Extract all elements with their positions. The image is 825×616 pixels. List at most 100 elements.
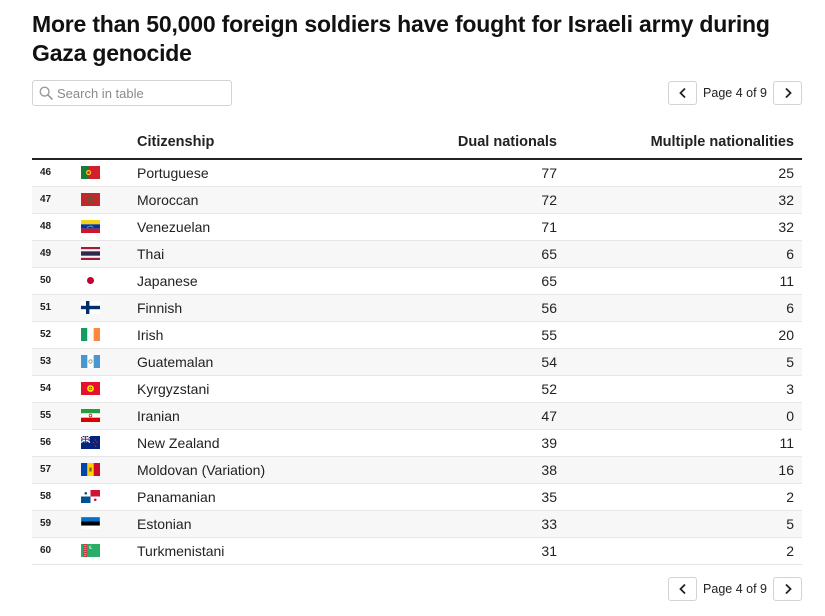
row-rank: 48 <box>32 213 80 241</box>
table-row: 59 Estonian 33 5 <box>32 510 802 538</box>
row-citizenship: Panamanian <box>137 483 337 511</box>
row-dual-nationals: 33 <box>337 510 565 538</box>
table-row: 48 Venezuelan 71 32 <box>32 213 802 241</box>
column-header-dual-nationals[interactable]: Dual nationals <box>337 125 565 160</box>
row-citizenship: Finnish <box>137 294 337 322</box>
row-citizenship: Guatemalan <box>137 348 337 376</box>
table-row: 56 New Zealand 39 11 <box>32 429 802 457</box>
row-dual-nationals: 65 <box>337 240 565 268</box>
next-page-button[interactable] <box>773 81 802 105</box>
table-row: 52 Irish 55 20 <box>32 321 802 349</box>
row-rank: 53 <box>32 348 80 376</box>
table-row: 46 Portuguese 77 25 <box>32 159 802 187</box>
thailand-flag-icon <box>81 247 100 260</box>
next-page-button[interactable] <box>773 577 802 601</box>
row-citizenship: Moroccan <box>137 186 337 214</box>
row-rank: 50 <box>32 267 80 295</box>
row-dual-nationals: 72 <box>337 186 565 214</box>
kyrgyzstan-flag-icon <box>81 382 100 395</box>
row-flag-cell <box>80 510 137 538</box>
row-rank: 51 <box>32 294 80 322</box>
row-dual-nationals: 47 <box>337 402 565 430</box>
row-multiple-nationalities: 25 <box>565 159 802 187</box>
venezuela-flag-icon <box>81 220 100 233</box>
previous-page-button[interactable] <box>668 81 698 105</box>
portugal-flag-icon <box>81 166 100 180</box>
row-citizenship: Moldovan (Variation) <box>137 456 337 484</box>
japan-flag-icon <box>81 274 100 287</box>
table-row: 58 Panamanian 35 2 <box>32 483 802 511</box>
turkmenistan-flag-icon <box>81 544 100 557</box>
row-rank: 54 <box>32 375 80 403</box>
row-rank: 49 <box>32 240 80 268</box>
data-table: Citizenship Dual nationals Multiple nati… <box>32 125 802 565</box>
row-multiple-nationalities: 20 <box>565 321 802 349</box>
chevron-right-icon <box>784 583 792 595</box>
row-multiple-nationalities: 5 <box>565 348 802 376</box>
row-citizenship: Venezuelan <box>137 213 337 241</box>
row-flag-cell <box>80 294 137 322</box>
row-multiple-nationalities: 16 <box>565 456 802 484</box>
row-citizenship: Iranian <box>137 402 337 430</box>
row-rank: 58 <box>32 483 80 511</box>
table-row: 50 Japanese 65 11 <box>32 267 802 295</box>
finland-flag-icon <box>81 301 100 314</box>
row-citizenship: Estonian <box>137 510 337 538</box>
row-multiple-nationalities: 32 <box>565 213 802 241</box>
table-row: 55 Iranian 47 0 <box>32 402 802 430</box>
row-citizenship: Irish <box>137 321 337 349</box>
row-citizenship: Turkmenistani <box>137 537 337 565</box>
iran-flag-icon <box>81 409 100 422</box>
column-header-citizenship[interactable]: Citizenship <box>137 125 337 160</box>
pagination-top: Page 4 of 9 <box>668 81 802 105</box>
row-flag-cell <box>80 402 137 430</box>
table-row: 60 Turkmenistani 31 2 <box>32 537 802 565</box>
chevron-left-icon <box>678 583 686 595</box>
row-rank: 52 <box>32 321 80 349</box>
row-multiple-nationalities: 3 <box>565 375 802 403</box>
table-row: 51 Finnish 56 6 <box>32 294 802 322</box>
morocco-flag-icon <box>81 193 100 206</box>
ireland-flag-icon <box>81 328 100 341</box>
row-rank: 60 <box>32 537 80 565</box>
search-input[interactable] <box>57 83 227 103</box>
row-dual-nationals: 35 <box>337 483 565 511</box>
row-multiple-nationalities: 0 <box>565 402 802 430</box>
row-citizenship: New Zealand <box>137 429 337 457</box>
new-zealand-flag-icon <box>81 436 100 449</box>
page-indicator: Page 4 of 9 <box>703 582 767 596</box>
row-rank: 46 <box>32 159 80 187</box>
row-multiple-nationalities: 32 <box>565 186 802 214</box>
previous-page-button[interactable] <box>668 577 698 601</box>
row-citizenship: Japanese <box>137 267 337 295</box>
panama-flag-icon <box>81 490 100 503</box>
column-header-flag <box>80 125 137 160</box>
row-dual-nationals: 71 <box>337 213 565 241</box>
row-rank: 57 <box>32 456 80 484</box>
row-dual-nationals: 39 <box>337 429 565 457</box>
table-row: 49 Thai 65 6 <box>32 240 802 268</box>
row-multiple-nationalities: 11 <box>565 267 802 295</box>
row-rank: 47 <box>32 186 80 214</box>
row-multiple-nationalities: 6 <box>565 294 802 322</box>
row-flag-cell <box>80 321 137 349</box>
row-dual-nationals: 65 <box>337 267 565 295</box>
row-multiple-nationalities: 6 <box>565 240 802 268</box>
search-box[interactable] <box>32 80 232 106</box>
row-dual-nationals: 52 <box>337 375 565 403</box>
row-multiple-nationalities: 2 <box>565 483 802 511</box>
row-dual-nationals: 55 <box>337 321 565 349</box>
column-header-multiple-nationalities[interactable]: Multiple nationalities <box>565 125 802 160</box>
page-indicator: Page 4 of 9 <box>703 86 767 100</box>
column-header-rank[interactable] <box>32 125 80 160</box>
row-citizenship: Kyrgyzstani <box>137 375 337 403</box>
table-header-row: Citizenship Dual nationals Multiple nati… <box>32 125 802 160</box>
row-flag-cell <box>80 537 137 565</box>
row-flag-cell <box>80 348 137 376</box>
row-multiple-nationalities: 2 <box>565 537 802 565</box>
row-dual-nationals: 54 <box>337 348 565 376</box>
row-flag-cell <box>80 267 137 295</box>
chevron-left-icon <box>678 87 686 99</box>
estonia-flag-icon <box>81 517 100 530</box>
chevron-right-icon <box>784 87 792 99</box>
